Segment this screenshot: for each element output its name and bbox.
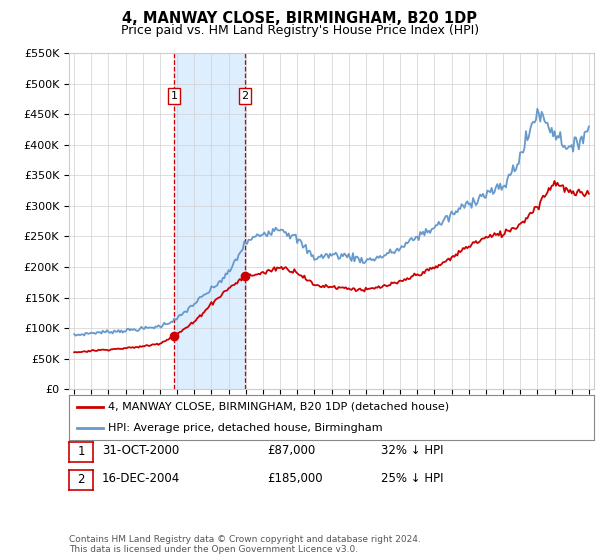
- Text: Price paid vs. HM Land Registry's House Price Index (HPI): Price paid vs. HM Land Registry's House …: [121, 24, 479, 36]
- Text: 1: 1: [170, 91, 178, 101]
- Text: 4, MANWAY CLOSE, BIRMINGHAM, B20 1DP (detached house): 4, MANWAY CLOSE, BIRMINGHAM, B20 1DP (de…: [109, 402, 449, 412]
- Bar: [174, 53, 245, 389]
- Text: 31-OCT-2000: 31-OCT-2000: [102, 444, 179, 458]
- Text: £185,000: £185,000: [267, 472, 323, 486]
- Text: 25% ↓ HPI: 25% ↓ HPI: [381, 472, 443, 486]
- Text: Contains HM Land Registry data © Crown copyright and database right 2024.
This d: Contains HM Land Registry data © Crown c…: [69, 535, 421, 554]
- Text: 2: 2: [77, 473, 85, 487]
- Text: HPI: Average price, detached house, Birmingham: HPI: Average price, detached house, Birm…: [109, 422, 383, 432]
- Text: 2: 2: [241, 91, 248, 101]
- Text: £87,000: £87,000: [267, 444, 315, 458]
- Text: 32% ↓ HPI: 32% ↓ HPI: [381, 444, 443, 458]
- Text: 1: 1: [77, 445, 85, 459]
- Text: 4, MANWAY CLOSE, BIRMINGHAM, B20 1DP: 4, MANWAY CLOSE, BIRMINGHAM, B20 1DP: [122, 11, 478, 26]
- Text: 16-DEC-2004: 16-DEC-2004: [102, 472, 180, 486]
